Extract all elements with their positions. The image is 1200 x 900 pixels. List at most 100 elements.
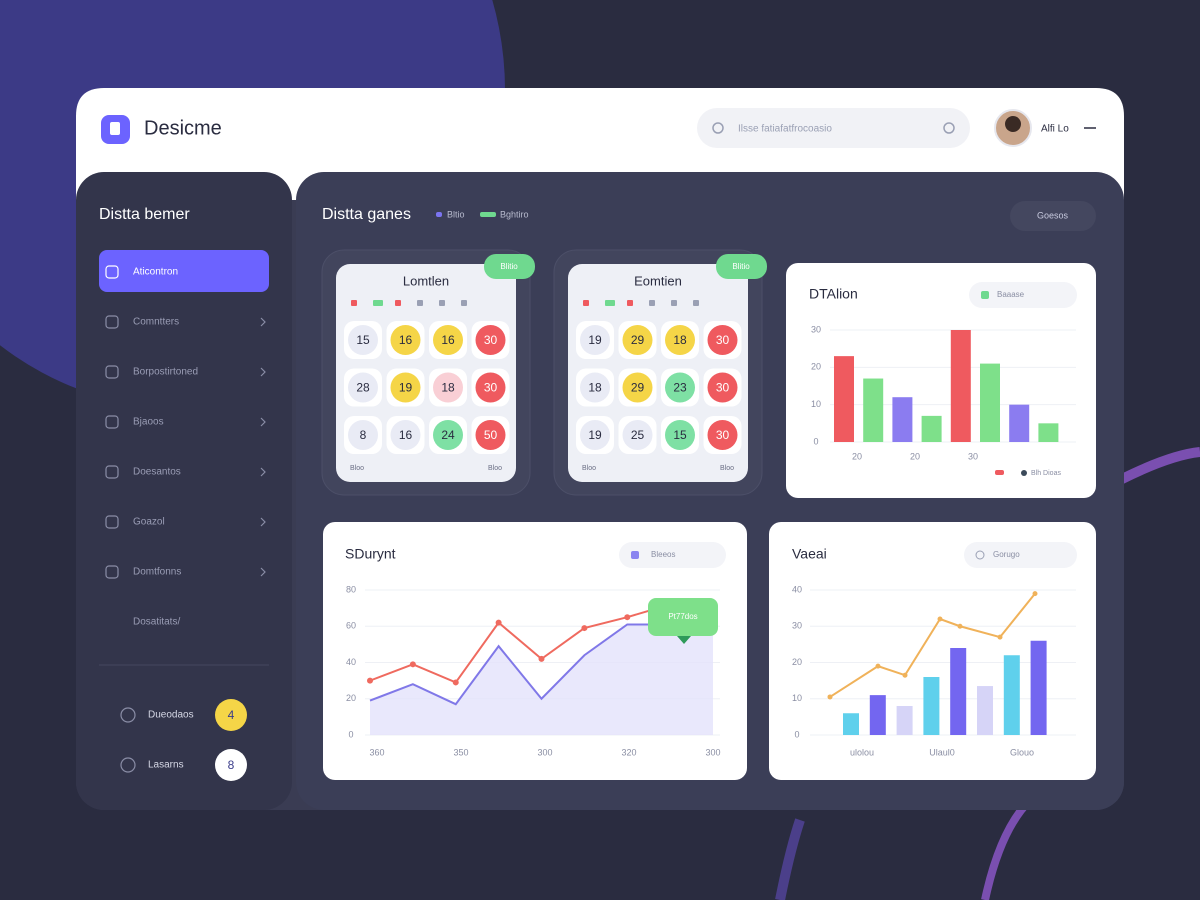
point — [367, 677, 373, 684]
footer-label[interactable]: Lasarns — [148, 760, 184, 771]
footer-icon — [120, 757, 136, 773]
bingo-number: 29 — [631, 381, 645, 395]
bar — [950, 330, 971, 442]
bingo-ball[interactable] — [475, 372, 506, 403]
legend-swatch — [995, 470, 1004, 475]
chart-button[interactable] — [964, 542, 1077, 568]
chart-button-swatch — [981, 291, 989, 299]
nav-item[interactable]: Goazol — [133, 517, 165, 528]
bingo-ball[interactable] — [433, 372, 463, 403]
nav-item[interactable]: Borpostirtoned — [133, 367, 198, 378]
bingo-ball[interactable] — [707, 420, 738, 450]
bingo-ball[interactable] — [580, 420, 610, 450]
bar — [1030, 640, 1047, 735]
nav-item[interactable]: Comntters — [133, 317, 179, 328]
column-marker — [439, 300, 445, 306]
chart-title: SDurynt — [345, 546, 396, 562]
y-tick-label: 20 — [811, 362, 821, 372]
bingo-ball[interactable] — [348, 420, 378, 450]
bingo-ball[interactable] — [622, 372, 653, 403]
point — [937, 616, 943, 622]
bar — [923, 677, 940, 735]
legend-label: Bghtiro — [500, 209, 529, 219]
nav-item[interactable]: Domtfonns — [133, 567, 181, 578]
footer-label[interactable]: Dueodaos — [148, 710, 194, 721]
bingo-number: 18 — [588, 381, 602, 395]
nav-icon — [105, 365, 119, 379]
main-button[interactable] — [1010, 201, 1096, 231]
bingo-number: 50 — [484, 428, 498, 442]
chart-button[interactable] — [969, 282, 1077, 308]
bingo-ball[interactable] — [348, 372, 378, 403]
bingo-ball[interactable] — [622, 420, 653, 450]
bar — [921, 415, 942, 442]
x-tick-label: Glouo — [1010, 747, 1034, 757]
column-marker — [351, 300, 357, 306]
x-tick-label: Ulaul0 — [929, 747, 955, 757]
bingo-number: 23 — [673, 381, 687, 395]
bingo-ball[interactable] — [475, 420, 506, 450]
bingo-ball[interactable] — [390, 420, 421, 450]
bingo-number: 16 — [441, 333, 455, 347]
bingo-ball[interactable] — [390, 325, 421, 355]
bingo-ball[interactable] — [622, 325, 653, 355]
tooltip-label: Pt77dos — [668, 612, 697, 621]
x-tick-label: 320 — [621, 747, 636, 757]
bingo-ball[interactable] — [433, 420, 463, 450]
bingo-ball[interactable] — [580, 372, 610, 403]
bingo-ball[interactable] — [665, 325, 695, 355]
bar — [1003, 655, 1020, 735]
bingo-title: Lomtlen — [403, 273, 449, 288]
y-tick-label: 0 — [348, 729, 353, 739]
bingo-footer: Bloo — [720, 465, 734, 472]
nav-item[interactable]: Bjaoos — [133, 417, 164, 428]
deco-arc — [775, 818, 805, 900]
bingo-number: 30 — [484, 333, 498, 347]
bingo-ball[interactable] — [433, 325, 463, 355]
y-tick-label: 40 — [346, 657, 356, 667]
bingo-ball[interactable] — [665, 420, 695, 450]
bingo-badge-label: Blitio — [732, 262, 750, 271]
main-button-label: Goesos — [1037, 210, 1069, 220]
nav-item[interactable]: Dosatitats/ — [133, 617, 180, 628]
column-marker — [417, 300, 423, 306]
bar — [896, 706, 913, 735]
bar — [869, 695, 886, 735]
sidebar — [76, 172, 292, 810]
search-icon — [712, 122, 724, 134]
nav-item-active[interactable] — [99, 250, 269, 292]
search-box[interactable] — [697, 108, 970, 148]
point — [902, 672, 908, 678]
bingo-ball[interactable] — [475, 325, 506, 355]
bingo-badge — [484, 254, 535, 279]
bingo-title: Eomtien — [634, 273, 682, 288]
bar — [843, 713, 859, 735]
nav-icon — [105, 465, 119, 479]
bingo-ball[interactable] — [580, 325, 610, 355]
bingo-number: 15 — [673, 428, 687, 442]
x-tick-label: 350 — [453, 747, 468, 757]
bingo-ball[interactable] — [348, 325, 378, 355]
bingo-ball[interactable] — [707, 325, 738, 355]
user-name: Alfi Lo — [1041, 124, 1069, 135]
bingo-number: 30 — [716, 428, 730, 442]
bingo-ball[interactable] — [707, 372, 738, 403]
nav-chevron — [260, 467, 266, 477]
point — [624, 614, 631, 621]
footer-icon — [120, 707, 136, 723]
bar — [1038, 423, 1059, 442]
bingo-ball[interactable] — [665, 372, 695, 403]
bar — [1009, 404, 1030, 442]
y-tick-label: 0 — [813, 436, 818, 446]
bingo-number: 30 — [484, 381, 498, 395]
column-marker — [583, 300, 589, 306]
chart-button[interactable] — [619, 542, 726, 568]
y-tick-label: 80 — [346, 584, 356, 594]
bingo-ball[interactable] — [390, 372, 421, 403]
footer-badge-count: 4 — [228, 708, 235, 722]
bingo-footer: Bloo — [582, 465, 596, 472]
nav-item[interactable]: Doesantos — [133, 467, 181, 478]
nav-item[interactable]: Aticontron — [133, 267, 178, 278]
y-tick-label: 20 — [346, 693, 356, 703]
bingo-number: 19 — [588, 333, 602, 347]
